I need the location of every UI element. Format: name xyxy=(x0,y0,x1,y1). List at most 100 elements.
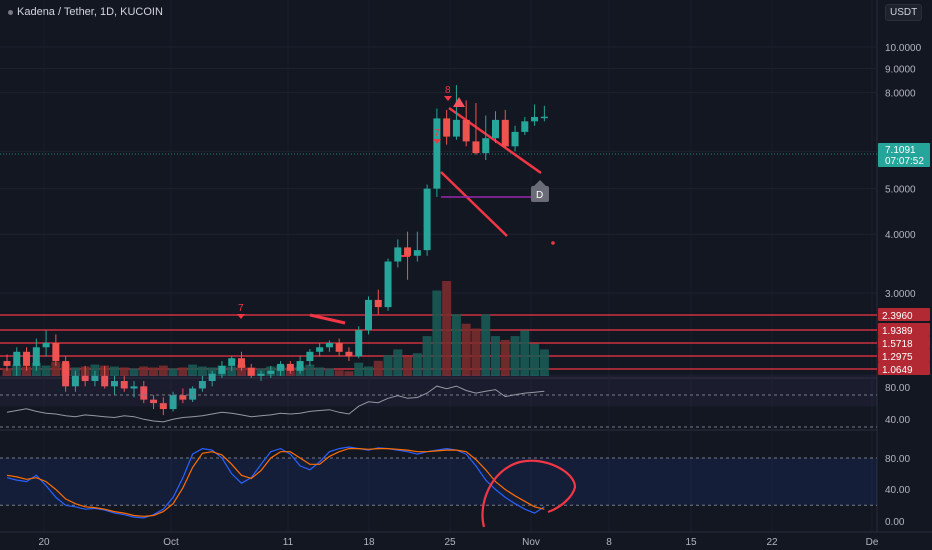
stoch-tick-label: 80.00 xyxy=(885,454,910,465)
candle-body xyxy=(355,330,363,357)
candle-body xyxy=(511,131,519,147)
price-tick-label: 8.0000 xyxy=(885,89,916,100)
volume-bar xyxy=(383,355,393,376)
level-tag xyxy=(878,308,930,321)
rsi-tick-label: 40.00 xyxy=(885,415,910,426)
candle-body xyxy=(267,370,275,374)
diagonal-mark xyxy=(309,313,346,325)
price-axis: 10.00009.00008.00006.00005.00004.00003.0… xyxy=(0,43,930,528)
candle-body xyxy=(198,381,206,389)
level-tag-label: 1.5718 xyxy=(882,339,913,350)
candle-body xyxy=(101,375,109,387)
td-count-label: 8 xyxy=(445,85,451,96)
volume-bar xyxy=(2,368,12,376)
time-tick-label: De xyxy=(866,537,879,548)
candle-body xyxy=(91,375,99,382)
volume-bar xyxy=(227,366,237,376)
price-tick-label: 4.0000 xyxy=(885,230,916,241)
volume-bar xyxy=(432,290,442,376)
level-tag xyxy=(878,323,930,336)
candle-body xyxy=(208,373,216,382)
lower-trendline xyxy=(440,171,508,237)
rsi-pane xyxy=(0,374,877,428)
time-tick-label: Oct xyxy=(163,537,179,548)
candle-body xyxy=(237,358,245,368)
dividend-badge xyxy=(531,186,549,202)
candle-body xyxy=(277,363,285,371)
volume-bar xyxy=(324,368,334,376)
candle-body xyxy=(13,351,21,366)
volume-bar xyxy=(471,328,481,376)
stoch-tick-label: 40.00 xyxy=(885,485,910,496)
candle-body xyxy=(462,119,470,142)
currency-button[interactable]: USDT xyxy=(885,4,923,21)
volume-bar xyxy=(119,367,129,376)
candle-body xyxy=(23,351,31,366)
volume-bar xyxy=(188,364,198,376)
volume-bar xyxy=(334,370,344,376)
candle-body xyxy=(482,138,490,154)
candle-body xyxy=(32,347,40,366)
candle-body xyxy=(169,395,177,410)
candle-body xyxy=(120,381,128,389)
volume-bar xyxy=(393,349,403,376)
td-count-label: 7 xyxy=(238,303,244,314)
volume-bar xyxy=(354,362,364,376)
candle-body xyxy=(472,141,480,154)
level-tag xyxy=(878,349,930,362)
candle-body xyxy=(228,358,236,366)
stoch-pane xyxy=(0,446,877,528)
candle-body xyxy=(423,188,431,251)
dividend-badge-arrow-icon xyxy=(534,180,546,186)
candle-body xyxy=(81,375,89,382)
candle-body xyxy=(384,261,392,308)
volume-bar xyxy=(109,366,119,376)
level-tag-label: 1.2975 xyxy=(882,352,913,363)
candle-body xyxy=(62,361,70,387)
level-tag xyxy=(878,336,930,349)
candle-body xyxy=(150,399,158,404)
td-count-label: 7 xyxy=(434,128,440,139)
candle-body xyxy=(413,250,421,256)
symbol-title[interactable]: Kadena / Tether, 1D, KUCOIN xyxy=(8,6,163,18)
candle-body xyxy=(443,118,451,137)
volume-bar xyxy=(168,368,178,376)
volume-bar xyxy=(22,366,32,376)
volume-bar xyxy=(51,361,61,376)
volume-bar xyxy=(149,367,159,376)
volume-bar xyxy=(315,367,325,376)
volume-bar xyxy=(90,364,100,376)
volume-bar xyxy=(41,365,51,376)
candle-body xyxy=(71,375,79,387)
volume-bar xyxy=(158,365,168,376)
volume-bar xyxy=(139,366,149,376)
countdown-label: 07:07:52 xyxy=(885,156,924,167)
candle-body xyxy=(296,361,304,371)
time-tick-label: 20 xyxy=(38,537,50,548)
candle-body xyxy=(335,342,343,352)
candle-body xyxy=(3,361,11,366)
volume-bar xyxy=(403,357,413,376)
candle-body xyxy=(325,342,333,348)
volume-bar xyxy=(422,336,432,376)
warning-icon xyxy=(453,97,465,107)
candle-body xyxy=(52,342,60,362)
last-price-label: 7.1091 xyxy=(885,145,916,156)
candle-body xyxy=(452,119,460,137)
stoch-band xyxy=(0,458,877,506)
currency-label: USDT xyxy=(890,7,918,18)
symbol-title-text: Kadena / Tether, 1D, KUCOIN xyxy=(17,6,163,18)
volume-bar xyxy=(412,353,422,376)
candle-body xyxy=(540,116,548,119)
volume-bar xyxy=(481,314,491,376)
time-tick-label: 25 xyxy=(444,537,456,548)
time-tick-label: 15 xyxy=(685,537,697,548)
candle-body xyxy=(286,363,294,371)
volume-bar xyxy=(442,281,452,376)
candle-body xyxy=(42,342,50,348)
candle-body xyxy=(189,388,197,400)
volume-bar xyxy=(305,364,315,376)
candle-body xyxy=(140,386,148,400)
dividend-badge-label: D xyxy=(536,190,543,201)
